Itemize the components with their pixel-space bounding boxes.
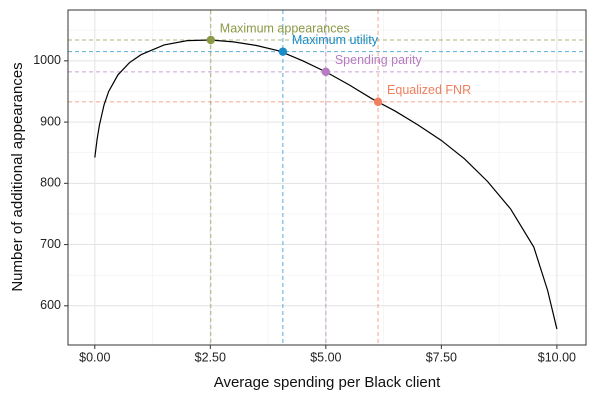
highlight-point xyxy=(278,47,288,56)
plot-border xyxy=(67,9,587,346)
highlight-point xyxy=(373,97,383,107)
y-tick-label: 1000 xyxy=(33,53,61,67)
highlight-label: Maximum utility xyxy=(292,33,379,47)
x-tick-label: $2.50 xyxy=(195,350,226,364)
highlight-label: Equalized FNR xyxy=(387,83,471,97)
highlight-point xyxy=(321,67,331,77)
y-tick-label: 800 xyxy=(40,176,61,190)
y-axis-title: Number of additional appearances xyxy=(9,62,26,291)
x-tick-label: $0.00 xyxy=(79,350,110,364)
y-tick-label: 900 xyxy=(40,114,61,128)
x-tick-label: $5.00 xyxy=(310,350,341,364)
highlight-label: Spending parity xyxy=(335,53,423,67)
y-tick-label: 600 xyxy=(40,298,61,312)
x-tick-label: $10.00 xyxy=(538,350,576,364)
x-axis-title: Average spending per Black client xyxy=(214,374,441,391)
y-tick-label: 700 xyxy=(40,237,61,251)
highlight-point xyxy=(206,35,215,45)
x-tick-label: $7.50 xyxy=(426,350,457,364)
highlight-label: Maximum appearances xyxy=(220,21,350,35)
